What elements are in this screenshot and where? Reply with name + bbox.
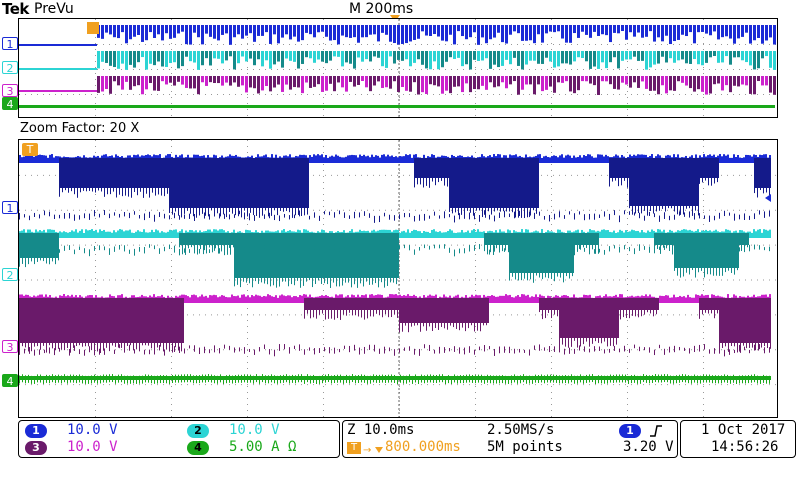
- sample-rate-readout: 2.50MS/s: [487, 422, 555, 438]
- ch1-overview-trace: [19, 44, 97, 46]
- overview-ch2-marker[interactable]: 2: [2, 61, 18, 75]
- trigger-position-readout: 800.000ms: [385, 439, 461, 455]
- timebase-readout: M 200ms: [349, 1, 414, 17]
- record-length-readout: 5M points: [487, 439, 563, 455]
- ch4-badge[interactable]: 4: [187, 441, 209, 455]
- ch1-scale: 10.0 V: [67, 422, 118, 438]
- rising-edge-icon: [650, 425, 662, 437]
- ch2-badge[interactable]: 2: [187, 424, 209, 438]
- zoom-ch1-marker[interactable]: 1: [2, 201, 18, 215]
- zoom-trigger-marker[interactable]: T: [22, 143, 38, 156]
- ch2-overview-trace: [19, 68, 97, 70]
- brand-logo: Tek: [2, 0, 29, 18]
- overview-waveform-plot: [19, 19, 776, 117]
- overview-ch4-marker[interactable]: 4: [2, 97, 18, 111]
- time-readout: 14:56:26: [711, 439, 779, 455]
- datetime-panel[interactable]: 1 Oct 2017 14:56:26: [680, 420, 796, 458]
- channel-scale-panel[interactable]: 1 10.0 V 2 10.0 V 3 10.0 V 4 5.00 A Ω: [18, 420, 340, 458]
- ch4-scale: 5.00 A: [229, 439, 280, 455]
- zoom-ch3-marker[interactable]: 3: [2, 340, 18, 354]
- zoom-ch2-marker[interactable]: 2: [2, 268, 18, 282]
- trigger-t-icon: T: [347, 442, 361, 454]
- ch2-zoom-trace: [19, 229, 771, 288]
- trigger-source-badge[interactable]: 1: [619, 424, 641, 438]
- ch4-unit-symbol: Ω: [288, 439, 297, 455]
- overview-trigger-marker: [87, 22, 99, 34]
- overview-ch1-marker[interactable]: 1: [2, 37, 18, 51]
- arrow-right-icon: →: [363, 445, 372, 456]
- trigger-level-readout: 3.20 V: [623, 439, 674, 455]
- horizontal-trigger-panel[interactable]: Z 10.0ms 2.50MS/s T → 800.000ms 5M point…: [342, 420, 678, 458]
- ch1-zoom-trace: [19, 154, 771, 223]
- ch3-scale: 10.0 V: [67, 439, 118, 455]
- date-readout: 1 Oct 2017: [701, 422, 786, 438]
- ch3-badge[interactable]: 3: [25, 441, 47, 455]
- triangle-down-icon: [375, 447, 383, 453]
- ch3-zoom-trace: [19, 294, 771, 357]
- ch1-badge[interactable]: 1: [25, 424, 47, 438]
- ch4-overview-trace: [19, 105, 775, 108]
- overview-waveform-display[interactable]: [18, 18, 778, 118]
- zoom-ch4-marker[interactable]: 4: [2, 374, 18, 388]
- zoom-waveform-plot: [19, 140, 776, 417]
- ch1-offscreen-arrow-icon: [765, 194, 771, 202]
- zoom-scale-readout: Z 10.0ms: [347, 422, 415, 438]
- overview-ch3-marker[interactable]: 3: [2, 84, 18, 98]
- ch2-scale: 10.0 V: [229, 422, 280, 438]
- ch3-overview-trace: [19, 90, 97, 92]
- zoom-waveform-display[interactable]: [18, 139, 778, 418]
- zoom-factor-label: Zoom Factor: 20 X: [20, 121, 140, 136]
- acquisition-mode: PreVu: [34, 1, 74, 17]
